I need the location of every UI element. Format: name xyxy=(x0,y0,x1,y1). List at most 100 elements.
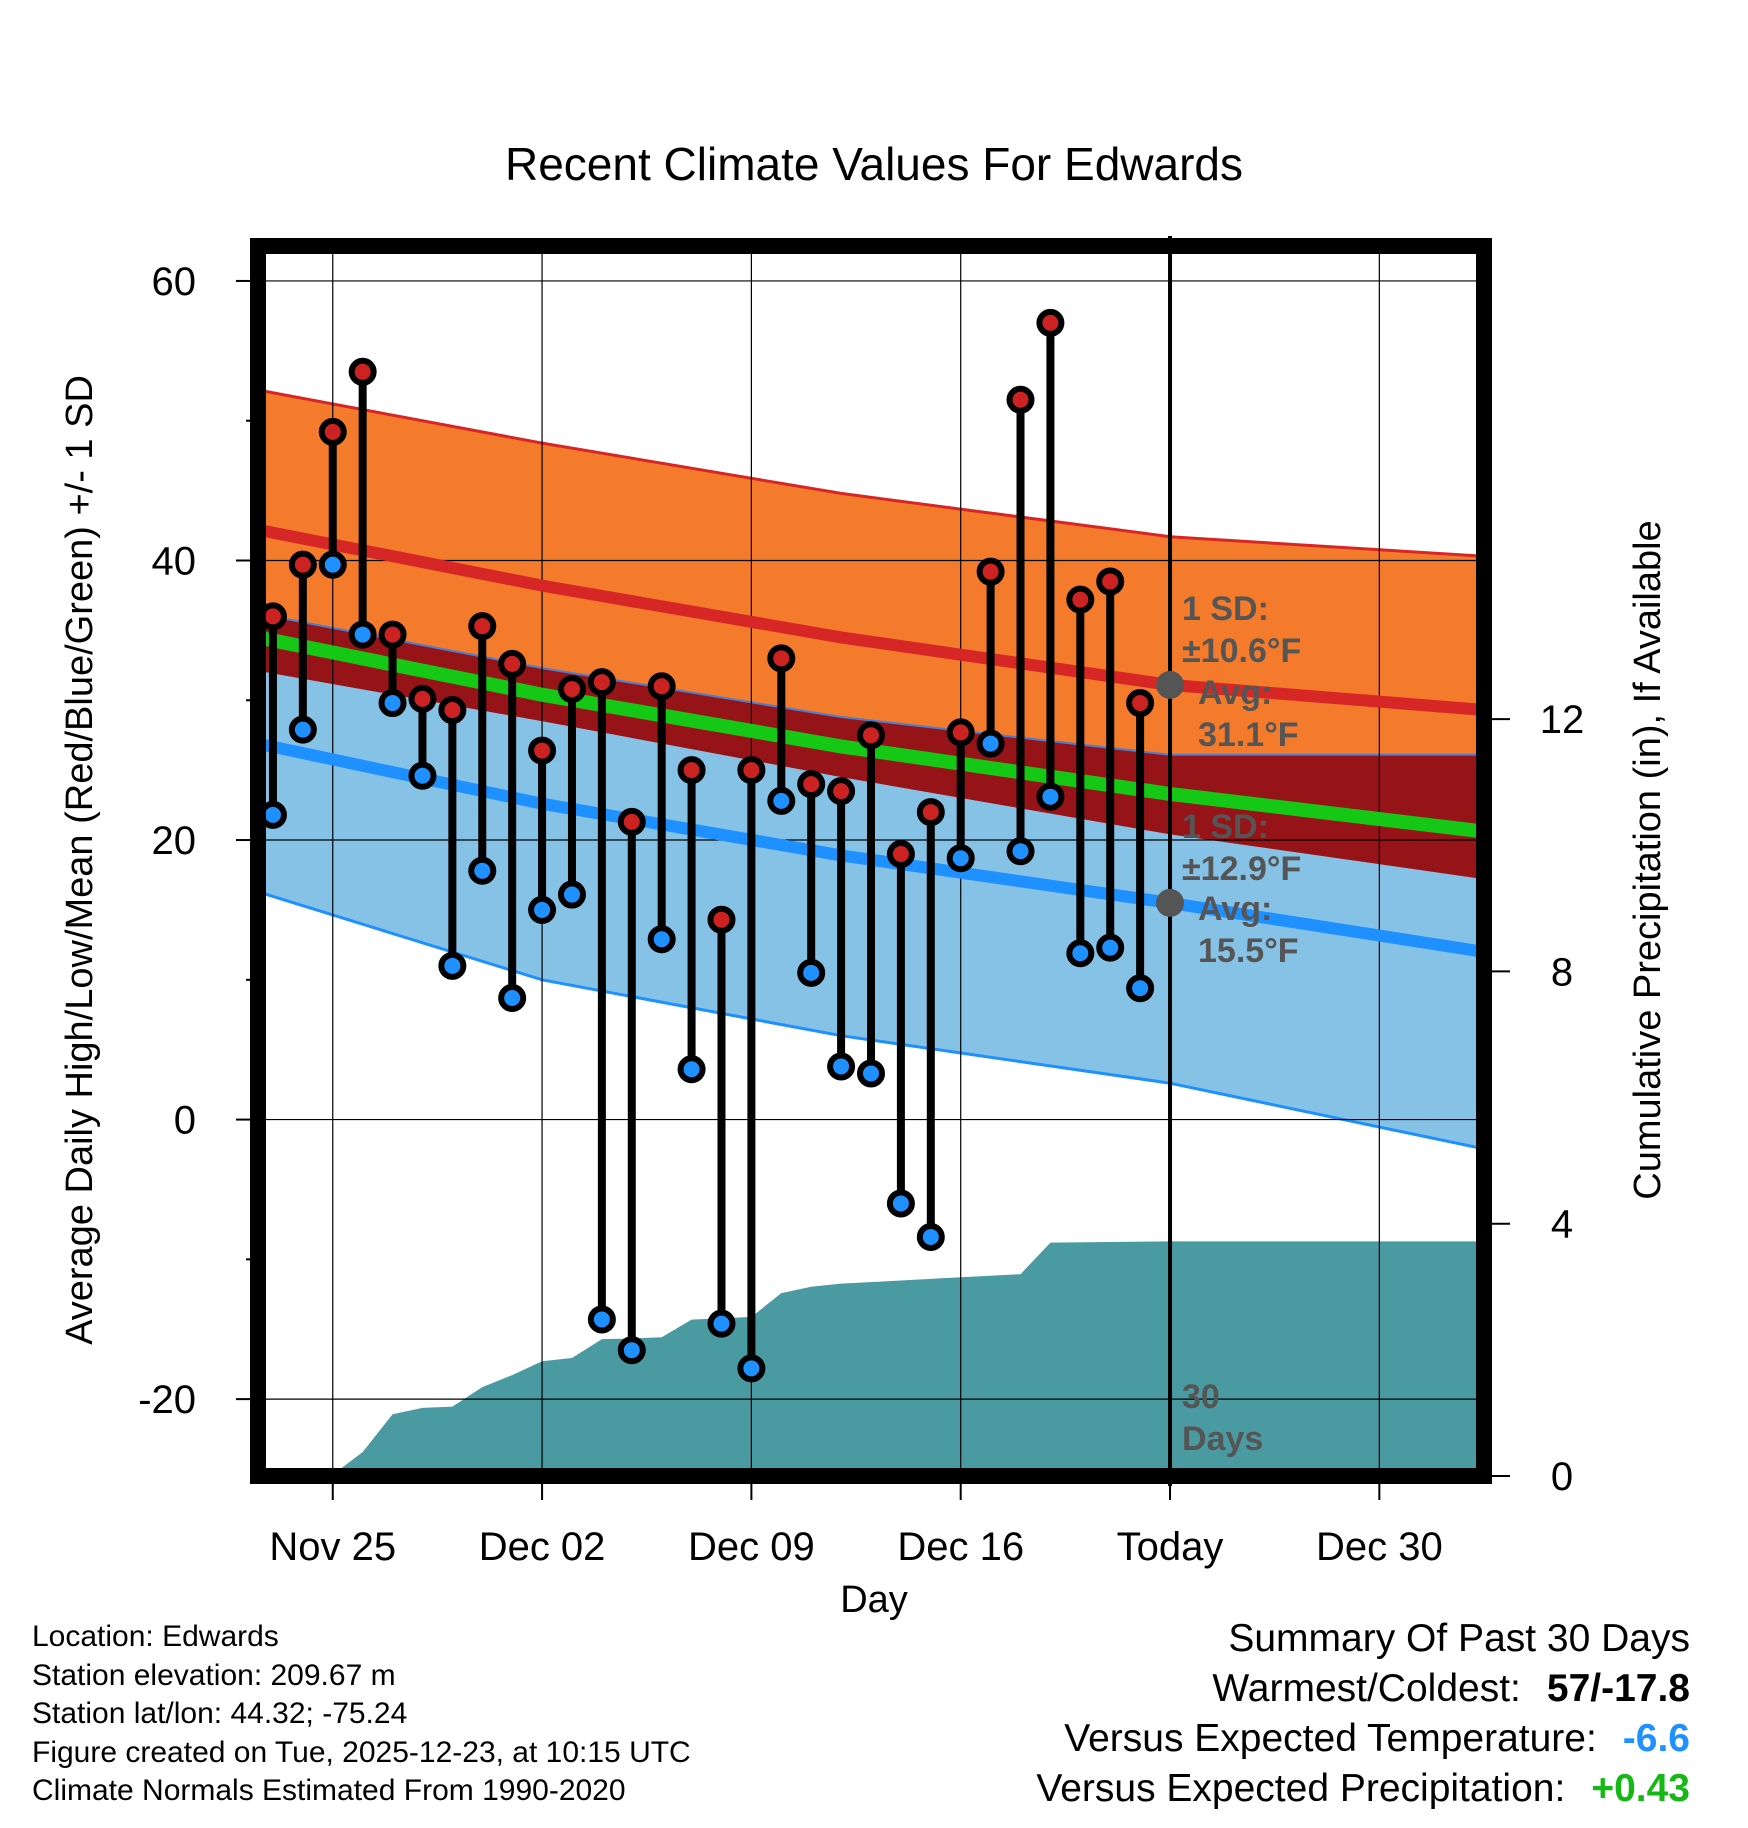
plot-frame xyxy=(250,238,1492,1484)
daily-low-marker xyxy=(348,620,377,649)
precip-departure-value: +0.43 xyxy=(1591,1767,1690,1810)
x-axis-label: Day xyxy=(840,1579,908,1620)
warmest-value: 57/-17.8 xyxy=(1546,1667,1690,1710)
y2-tick-label: 0 xyxy=(1551,1455,1573,1499)
daily-low-marker xyxy=(408,761,437,790)
low-avg-value: 15.5°F xyxy=(1198,932,1299,970)
daily-high-marker xyxy=(707,905,736,934)
high-upper-line xyxy=(258,388,1484,558)
low-avg-label: Avg: xyxy=(1198,890,1272,928)
daily-low-marker xyxy=(1006,837,1035,866)
daily-low-marker xyxy=(707,1309,736,1338)
daily-high-marker xyxy=(1066,585,1095,614)
daily-low-marker xyxy=(288,715,317,744)
daily-low-marker xyxy=(916,1222,945,1251)
daily-low-marker xyxy=(617,1336,646,1365)
daily-high-marker xyxy=(288,550,317,579)
x-tick-label: Dec 16 xyxy=(897,1525,1024,1569)
high-normal-line xyxy=(256,523,1485,716)
station-elevation: Station elevation: 209.67 m xyxy=(32,1658,396,1692)
summary-title: Summary Of Past 30 Days xyxy=(1228,1617,1690,1660)
y2-tick-label: 12 xyxy=(1540,698,1585,742)
y2-tick-label: 4 xyxy=(1551,1203,1573,1247)
figure-created: Figure created on Tue, 2025-12-23, at 10… xyxy=(32,1735,691,1769)
daily-high-marker xyxy=(587,668,616,697)
high-lower-line xyxy=(258,612,1484,756)
y2-tick-label: 8 xyxy=(1551,950,1573,994)
daily-high-marker xyxy=(767,644,796,673)
daily-high-marker xyxy=(1126,689,1155,718)
daily-low-marker xyxy=(857,1059,885,1088)
daily-high-marker xyxy=(438,696,467,725)
daily-high-marker xyxy=(468,612,497,641)
daily-high-marker xyxy=(1096,567,1125,596)
mean-normal-line xyxy=(256,630,1485,839)
station-latlon: Station lat/lon: 44.32; -75.24 xyxy=(32,1697,408,1730)
precip-label: Versus Expected Precipitation: xyxy=(1036,1767,1566,1810)
daily-high-marker xyxy=(378,620,407,649)
precip-area xyxy=(258,1241,1484,1476)
daily-high-marker xyxy=(737,756,766,785)
daily-low-marker xyxy=(587,1305,616,1334)
temp-departure-value: -6.6 xyxy=(1622,1717,1690,1760)
y-axis-label: Average Daily High/Low/Mean (Red/Blue/Gr… xyxy=(59,375,101,1345)
summary-panel: Summary Of Past 30 Days Warmest/Coldest:… xyxy=(1036,1614,1690,1814)
high-sd-value: ±10.6°F xyxy=(1182,632,1301,670)
daily-low-marker xyxy=(1126,974,1155,1003)
daily-low-marker xyxy=(767,786,796,815)
high-sd-label: 1 SD: xyxy=(1182,590,1269,628)
high-avg-label: Avg: xyxy=(1198,674,1272,712)
daily-low-marker xyxy=(677,1055,706,1084)
low-sd-label: 1 SD: xyxy=(1182,808,1269,846)
climate-chart: Recent Climate Values For Edwards 1 SD: ±… xyxy=(59,138,1669,1620)
summary-temp-row: Versus Expected Temperature: -6.6 xyxy=(1036,1714,1690,1764)
x-tick-label: Today xyxy=(1117,1525,1224,1569)
daily-low-marker xyxy=(976,729,1005,758)
daily-high-marker xyxy=(827,777,856,806)
daily-high-marker xyxy=(886,840,915,869)
normals-period: Climate Normals Estimated From 1990-2020 xyxy=(32,1774,626,1807)
daily-low-marker xyxy=(886,1189,915,1218)
daily-high-marker xyxy=(557,675,586,704)
y2-axis-label: Cumulative Precipitation (in), If Availa… xyxy=(1627,520,1669,1199)
x-tick-label: Dec 02 xyxy=(479,1525,606,1569)
daily-low-marker xyxy=(647,925,676,954)
daily-low-marker xyxy=(557,880,586,909)
daily-low-marker xyxy=(1036,782,1065,811)
daily-high-marker xyxy=(916,798,945,827)
high-avg-dot xyxy=(1156,670,1185,699)
days-count-label: 30 xyxy=(1182,1378,1220,1416)
daily-high-marker xyxy=(348,357,377,386)
y-tick-label: 0 xyxy=(174,1099,196,1143)
low-sd-value: ±12.9°F xyxy=(1182,850,1301,888)
low-avg-dot xyxy=(1156,888,1185,917)
high-normal-band xyxy=(258,390,1484,755)
daily-low-marker xyxy=(737,1354,766,1383)
daily-high-marker xyxy=(797,770,826,799)
warmest-label: Warmest/Coldest: xyxy=(1212,1667,1521,1710)
daily-low-marker xyxy=(1066,939,1095,968)
daily-low-marker xyxy=(438,951,467,980)
daily-high-marker xyxy=(857,721,885,750)
daily-high-marker xyxy=(1006,385,1035,414)
summary-warmest-row: Warmest/Coldest: 57/-17.8 xyxy=(1036,1664,1690,1714)
daily-low-marker xyxy=(946,844,975,873)
x-tick-label: Nov 25 xyxy=(269,1525,396,1569)
station-info: Location: Edwards Station elevation: 209… xyxy=(32,1618,691,1811)
temp-label: Versus Expected Temperature: xyxy=(1064,1717,1597,1760)
daily-high-marker xyxy=(617,807,646,836)
daily-low-marker xyxy=(528,895,557,924)
daily-high-marker xyxy=(647,672,676,701)
daily-low-marker xyxy=(827,1052,856,1081)
daily-high-marker xyxy=(946,718,975,747)
daily-high-marker xyxy=(528,736,557,765)
daily-high-marker xyxy=(318,417,347,446)
daily-high-marker xyxy=(976,557,1005,586)
y-tick-label: 60 xyxy=(152,260,197,304)
daily-high-marker xyxy=(1036,308,1065,337)
daily-low-marker xyxy=(498,983,527,1012)
chart-title: Recent Climate Values For Edwards xyxy=(505,138,1243,190)
y-tick-label: 20 xyxy=(152,819,197,863)
daily-high-marker xyxy=(677,756,706,785)
